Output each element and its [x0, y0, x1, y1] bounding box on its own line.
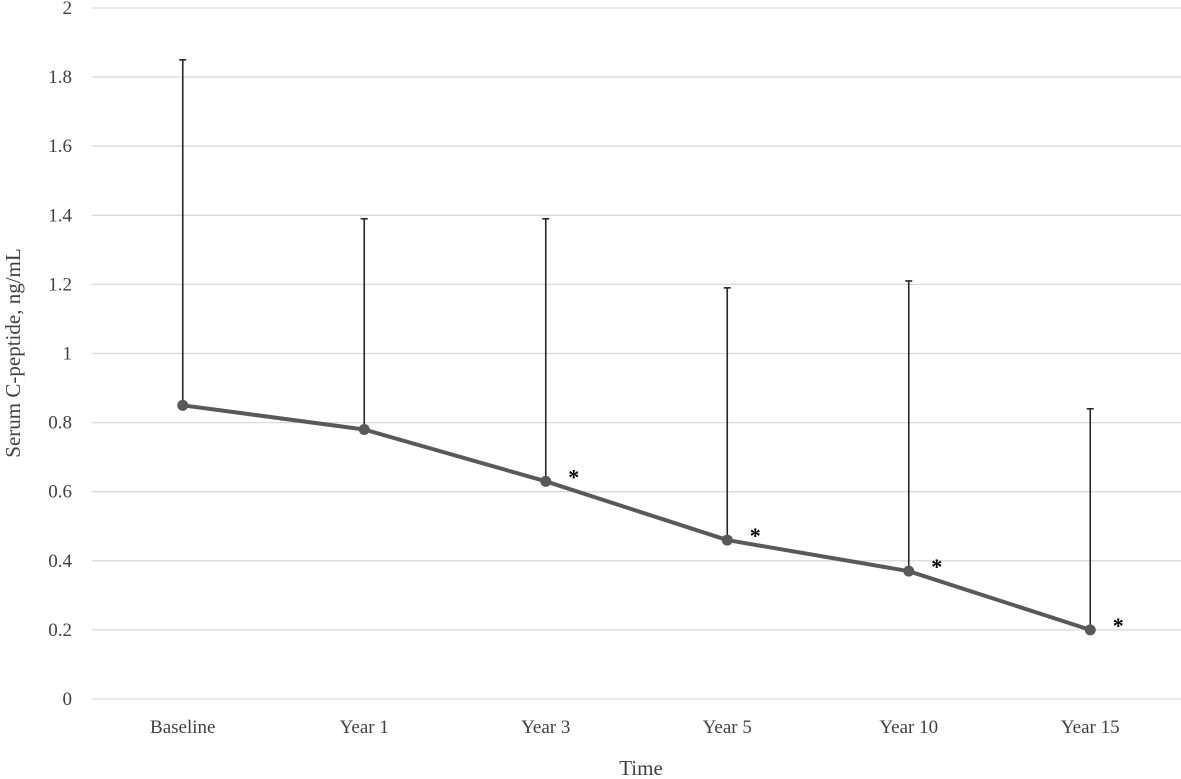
x-tick-label: Baseline [150, 717, 215, 738]
series-line [180, 403, 1093, 632]
x-tick-labels: Baseline Year 1 Year 3 Year 5 Year 10 Year 15 [150, 717, 1120, 738]
significance-marks: * * * * [568, 464, 1124, 638]
series-line-path [180, 403, 1093, 632]
y-tick-label: 0 [63, 689, 73, 710]
y-tick-label: 1.8 [48, 67, 72, 88]
y-tick-label: 0.6 [48, 482, 72, 503]
error-bars [179, 59, 1094, 630]
y-axis-title: Serum C-peptide, ng/mL [1, 248, 25, 457]
data-point [358, 424, 370, 436]
data-point [177, 399, 189, 411]
x-tick-label: Year 10 [879, 717, 938, 738]
data-point [1084, 624, 1096, 636]
x-tick-label: Year 3 [521, 717, 570, 738]
significance-mark: * [1113, 613, 1124, 638]
significance-mark: * [931, 554, 942, 579]
data-point [721, 534, 733, 546]
gridlines [92, 7, 1181, 700]
significance-mark: * [750, 523, 761, 548]
y-tick-labels: 0 0.2 0.4 0.6 0.8 1 1.2 1.4 1.6 1.8 2 [48, 0, 72, 710]
x-tick-label: Year 15 [1061, 717, 1120, 738]
y-tick-label: 0.2 [48, 620, 72, 641]
y-tick-label: 2 [63, 0, 73, 19]
series-markers [177, 399, 1096, 636]
y-tick-label: 1 [63, 344, 73, 365]
y-tick-label: 1.2 [48, 274, 72, 295]
x-tick-label: Year 1 [340, 717, 389, 738]
y-tick-label: 0.8 [48, 413, 72, 434]
y-tick-label: 1.6 [48, 136, 72, 157]
x-axis-title: Time [619, 756, 663, 779]
data-point [540, 475, 552, 487]
y-tick-label: 0.4 [48, 551, 72, 572]
data-point [903, 565, 915, 577]
significance-mark: * [568, 464, 579, 489]
y-tick-label: 1.4 [48, 205, 72, 226]
x-tick-label: Year 5 [703, 717, 752, 738]
